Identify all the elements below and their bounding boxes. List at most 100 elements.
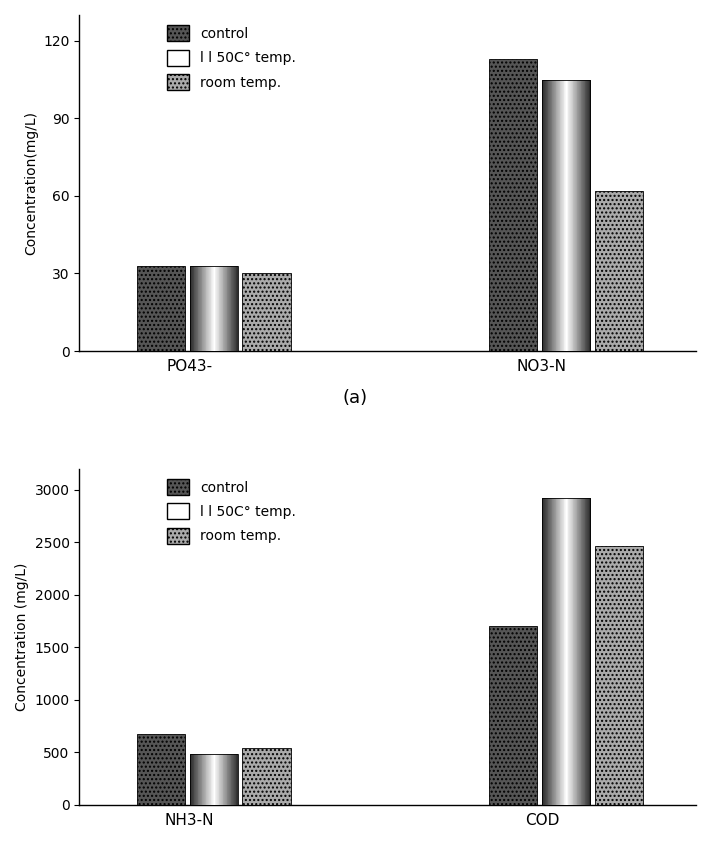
Bar xyxy=(218,266,220,351)
Bar xyxy=(195,266,196,351)
Bar xyxy=(225,754,226,805)
Bar xyxy=(585,79,587,351)
Bar xyxy=(228,754,229,805)
Bar xyxy=(547,498,548,805)
Bar xyxy=(212,754,213,805)
Bar xyxy=(204,754,205,805)
Bar xyxy=(564,79,565,351)
Bar xyxy=(581,79,582,351)
Bar xyxy=(221,754,222,805)
Bar xyxy=(575,498,576,805)
Bar xyxy=(561,498,562,805)
Bar xyxy=(192,754,193,805)
Bar xyxy=(211,754,213,805)
Bar xyxy=(210,266,212,351)
Bar xyxy=(576,498,577,805)
Bar xyxy=(235,754,237,805)
Bar xyxy=(560,498,561,805)
Bar xyxy=(193,266,195,351)
Bar xyxy=(547,79,548,351)
Bar xyxy=(199,754,201,805)
Bar xyxy=(549,79,550,351)
Bar xyxy=(571,498,572,805)
Bar xyxy=(191,754,192,805)
Bar xyxy=(548,498,550,805)
Bar xyxy=(579,79,581,351)
Bar xyxy=(229,754,230,805)
Bar xyxy=(235,754,236,805)
Bar xyxy=(222,754,223,805)
Bar xyxy=(227,754,228,805)
Bar xyxy=(558,498,559,805)
Bar xyxy=(193,266,194,351)
Bar xyxy=(216,266,217,351)
Bar xyxy=(581,498,582,805)
Bar xyxy=(227,266,228,351)
Bar xyxy=(221,266,222,351)
Bar xyxy=(565,498,566,805)
Bar xyxy=(209,266,210,351)
Bar xyxy=(215,754,216,805)
Bar xyxy=(208,754,209,805)
Bar xyxy=(230,754,231,805)
Bar xyxy=(562,498,563,805)
Bar xyxy=(200,266,201,351)
Bar xyxy=(220,266,221,351)
Bar xyxy=(194,754,196,805)
Bar xyxy=(232,266,233,351)
Bar xyxy=(570,79,571,351)
Bar xyxy=(233,266,234,351)
Bar xyxy=(190,266,238,351)
Bar xyxy=(204,266,205,351)
Bar xyxy=(206,754,208,805)
Bar xyxy=(232,754,233,805)
Bar xyxy=(560,79,562,351)
Bar xyxy=(549,498,550,805)
Bar xyxy=(242,748,291,805)
Bar xyxy=(594,546,643,805)
Bar xyxy=(573,79,574,351)
Bar xyxy=(137,266,185,351)
Legend: control, l l 50C° temp., room temp.: control, l l 50C° temp., room temp. xyxy=(166,479,296,544)
Bar xyxy=(225,266,226,351)
Bar xyxy=(205,266,207,351)
Bar xyxy=(222,266,223,351)
Bar xyxy=(201,266,202,351)
Bar xyxy=(588,79,589,351)
Bar xyxy=(548,79,550,351)
Bar xyxy=(212,266,213,351)
Bar xyxy=(229,266,230,351)
Bar xyxy=(550,79,551,351)
Bar xyxy=(570,498,571,805)
Bar xyxy=(578,498,579,805)
Bar xyxy=(566,79,567,351)
Bar xyxy=(200,754,201,805)
Bar xyxy=(197,754,198,805)
Bar xyxy=(577,498,579,805)
Bar xyxy=(236,754,237,805)
Bar xyxy=(553,79,554,351)
Bar xyxy=(201,754,202,805)
Bar xyxy=(587,79,588,351)
Bar xyxy=(546,498,547,805)
Bar xyxy=(192,266,193,351)
Bar xyxy=(137,734,185,805)
Bar xyxy=(574,498,575,805)
Bar xyxy=(579,79,580,351)
Bar xyxy=(211,266,213,351)
Bar xyxy=(555,79,557,351)
Bar xyxy=(235,266,236,351)
Bar xyxy=(588,498,589,805)
Bar xyxy=(569,498,570,805)
Bar xyxy=(594,191,643,351)
Bar xyxy=(571,79,572,351)
Y-axis label: Concentration (mg/L): Concentration (mg/L) xyxy=(15,562,29,711)
Bar xyxy=(234,754,235,805)
Bar xyxy=(585,498,587,805)
Bar xyxy=(555,498,556,805)
Bar xyxy=(223,754,224,805)
Bar xyxy=(579,498,580,805)
Bar xyxy=(190,266,191,351)
Bar xyxy=(567,79,568,351)
Bar xyxy=(562,79,563,351)
